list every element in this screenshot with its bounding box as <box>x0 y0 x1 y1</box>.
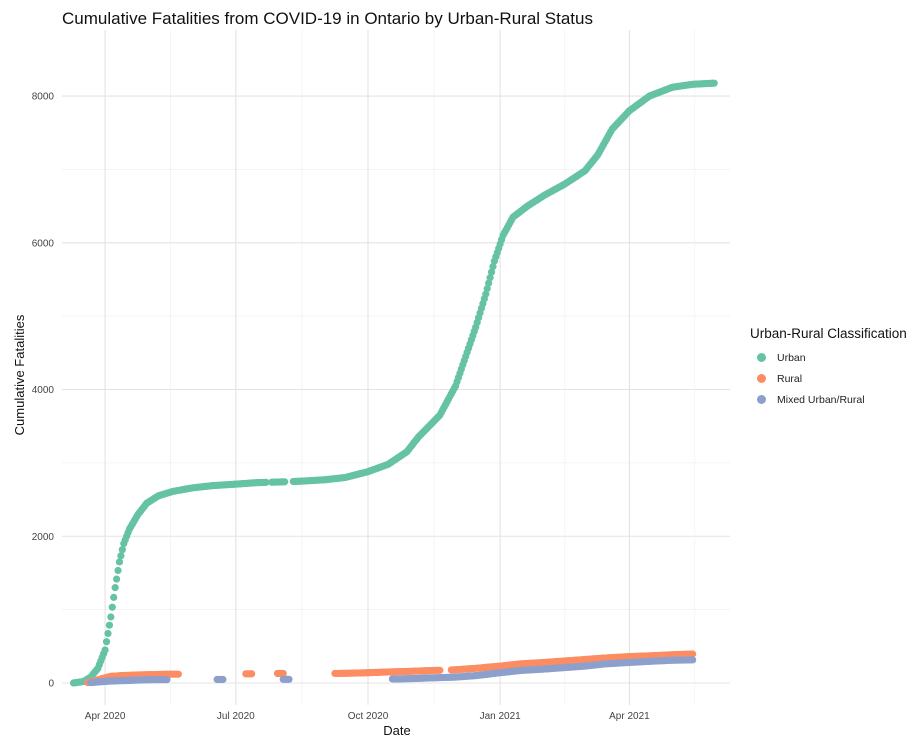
legend-label-urban: Urban <box>777 351 806 364</box>
data-point <box>163 676 171 684</box>
data-point <box>219 675 227 684</box>
x-tick-label: Jul 2020 <box>217 711 255 722</box>
data-point <box>483 285 491 293</box>
data-point <box>262 478 270 486</box>
data-point <box>285 675 293 683</box>
data-point <box>174 670 182 678</box>
data-points <box>69 79 718 687</box>
data-point <box>281 478 289 486</box>
y-tick-label: 0 <box>48 678 54 689</box>
legend-title: Urban-Rural Classification <box>750 326 907 341</box>
x-tick-label: Apr 2020 <box>85 711 126 722</box>
x-tick-label: Oct 2020 <box>348 711 389 722</box>
x-tick-label: Jan 2021 <box>480 711 522 722</box>
data-point <box>482 290 490 298</box>
y-tick-label: 2000 <box>32 532 55 543</box>
legend-item-mixed: Mixed Urban/Rural <box>750 389 907 410</box>
data-point <box>279 669 287 678</box>
legend: Urban-Rural Classification Urban Rural M… <box>750 326 907 410</box>
data-point <box>101 646 109 654</box>
data-point <box>114 566 122 575</box>
data-point <box>689 650 697 658</box>
x-axis-title: Date <box>383 723 410 738</box>
series-rural <box>84 650 697 687</box>
data-point <box>102 638 111 646</box>
data-point <box>710 79 718 87</box>
y-tick-label: 6000 <box>32 238 55 249</box>
data-point <box>108 603 116 611</box>
data-point <box>118 546 126 554</box>
legend-swatch-mixed <box>757 395 766 404</box>
data-point <box>105 621 114 629</box>
y-tick-label: 8000 <box>32 92 55 103</box>
legend-item-rural: Rural <box>750 368 907 389</box>
data-point <box>110 593 118 601</box>
y-tick-label: 4000 <box>32 385 55 396</box>
data-point <box>104 629 112 638</box>
chart-title: Cumulative Fatalities from COVID-19 in O… <box>62 9 593 28</box>
series-mixed-urban-rural <box>87 656 697 687</box>
grid-lines <box>62 30 730 705</box>
data-point <box>107 613 115 621</box>
data-point <box>112 575 121 583</box>
data-point <box>115 558 124 566</box>
data-point <box>117 552 125 560</box>
data-point <box>689 656 697 664</box>
data-point <box>436 666 444 674</box>
series-urban <box>69 79 718 687</box>
legend-label-rural: Rural <box>777 372 803 385</box>
x-tick-label: Apr 2021 <box>609 711 650 722</box>
legend-label-mixed: Mixed Urban/Rural <box>777 393 865 406</box>
tick-labels: 0 2000 4000 6000 8000 Apr 2020 Jul 2020 Oct 202… <box>32 92 650 722</box>
legend-swatch-rural <box>757 374 766 383</box>
data-point <box>489 263 497 271</box>
data-point <box>248 670 256 678</box>
data-point <box>111 584 119 592</box>
data-point <box>487 268 496 276</box>
y-axis-title: Cumulative Fatalities <box>12 314 27 435</box>
data-point <box>485 279 493 287</box>
legend-swatch-urban <box>757 353 766 362</box>
data-point <box>486 274 494 282</box>
legend-item-urban: Urban <box>750 347 907 368</box>
